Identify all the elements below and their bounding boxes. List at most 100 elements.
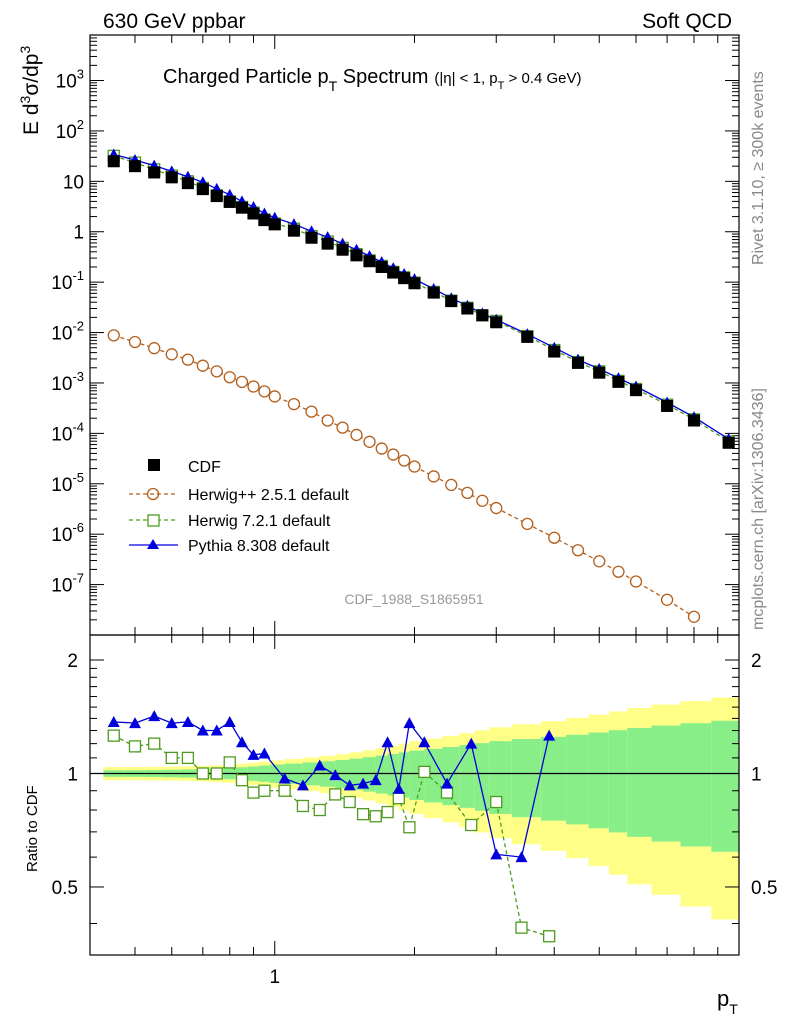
band-inner-bin [540,736,567,821]
y-tick-label: 10-2 [51,319,84,345]
band-inner-bin [608,730,628,833]
pythia-ratio-point [465,737,478,749]
cdf-data-point [223,195,236,208]
herwig7-ratio-point [515,921,528,934]
cdf-data-point [350,249,363,262]
pythia-ratio-point [329,769,342,781]
herwigpp-main-point [548,531,561,544]
herwigpp-main-point [408,460,421,473]
pythia-main-line [113,153,730,440]
herwigpp-main-point [336,421,349,434]
cdf-data-point [408,277,421,290]
cdf-data-point [490,316,503,329]
herwigpp-main-point [196,359,209,372]
herwigpp-main-point [375,442,388,455]
ratio-y-tick-label-right: 1 [751,764,762,785]
herwigpp-main-point [235,375,249,389]
herwigpp-main-point [687,610,701,623]
herwig7-ratio-point [258,784,271,797]
cdf-data-point [427,286,440,299]
legend-herwigpp-marker [146,487,160,501]
cdf-data-point [688,414,701,427]
herwig7-ratio-point [223,756,236,769]
pythia-ratio-point [258,747,271,759]
band-inner-bin [424,748,443,803]
chart-title-cut: (|η| < 1, p [434,70,497,87]
herwig7-ratio-point [329,788,342,801]
analysis-id: CDF_1988_S1865951 [344,591,484,607]
herwigpp-main-point [350,428,363,442]
y-tick-label: 10-4 [51,419,84,445]
band-inner-bin [711,720,739,852]
pythia-ratio-point [235,736,248,748]
herwigpp-main-point [593,555,606,568]
herwigpp-main-point [398,454,411,467]
ratio-y-tick-label-right: 0.5 [751,878,777,899]
band-inner-bin [459,745,475,808]
herwig7-ratio-point [369,810,382,823]
cdf-data-point [128,160,141,173]
pythia-ratio-point [296,779,309,791]
herwig7-ratio-point [107,729,120,742]
cdf-data-point [305,231,318,244]
pythia-ratio-point [313,759,326,771]
ratio-y-tick-label: 2 [67,651,78,672]
band-inner-bin [474,743,490,811]
herwigpp-main-point [258,385,271,398]
pythia-ratio-point [515,851,528,863]
ratio-y-tick-label-right: 2 [751,651,762,672]
herwigpp-main-point [210,365,223,378]
herwigpp-main-point [476,494,489,507]
herwigpp-main-point [660,593,674,606]
chart-title-cut-sub: T [498,80,505,92]
band-inner-bin [511,739,541,818]
y-tick-label: 10-6 [51,520,84,546]
chart-title-sub: T [329,78,338,94]
cdf-data-point [593,366,606,379]
band-inner-bin [349,758,364,790]
herwig7-ratio-point [440,786,454,799]
herwig7-ratio-point [356,808,370,821]
pythia-ratio-point [128,717,141,729]
band-inner-bin [335,759,350,789]
herwig7-ratio-point [343,795,356,809]
band-inner-bin [409,750,425,801]
pythia-ratio-point [247,748,260,760]
cdf-data-point [476,309,489,322]
cdf-data-point [287,224,300,237]
cdf-data-point [722,436,735,449]
y-tick-label: 10-1 [51,268,84,294]
band-inner-bin [489,741,512,814]
y-tick-label: 10-7 [51,571,84,597]
band-inner-bin [651,725,681,842]
y-tick-label: 10-5 [51,470,84,496]
pythia-ratio-point [107,715,120,727]
data-series [107,148,735,943]
band-inner-bin [375,755,388,794]
x-axis-label: pT [717,986,738,1017]
herwig7-ratio-point [148,737,161,750]
cdf-data-point [268,218,281,231]
cdf-data-point [247,207,260,220]
cdf-data-point [398,272,411,285]
cdf-data-point [210,190,223,203]
ratio-y-axis-label: Ratio to CDF [24,785,41,872]
band-inner-bin [627,727,652,837]
chart-title: Charged Particle pT Spectrum (|η| < 1, pT… [163,66,581,94]
pythia-ratio-point [369,774,382,786]
band-inner-bin [387,754,399,796]
herwig7-ratio-point [542,930,556,943]
x-tick-label: 1 [269,967,280,988]
herwig7-ratio-point [210,767,223,780]
cdf-data-point [235,201,248,214]
chart-title-main: Charged Particle p [163,66,329,88]
herwigpp-main-point [445,478,458,492]
header-right: Soft QCD [642,10,732,33]
herwigpp-main-point [268,390,281,403]
herwigpp-main-point [490,501,503,515]
herwigpp-main-point [107,329,120,342]
cdf-data-point [321,237,334,250]
herwig7-ratio-point [418,765,431,779]
herwig7-ratio-point [128,740,142,753]
y-tick-label: 103 [56,67,84,93]
